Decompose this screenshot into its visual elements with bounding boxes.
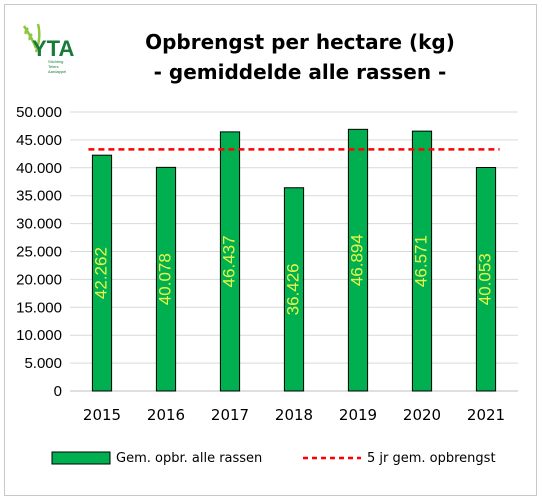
- data-labels: 42.262 40.078 46.437 36.426 46.894 46.571 40.0…: [91, 234, 494, 315]
- y-tick-label: 40.000: [16, 160, 62, 177]
- logo-subtext-3: Aardappel: [48, 69, 66, 74]
- x-tick-label: 2018: [275, 406, 313, 424]
- yta-logo: YTA Stichting Telers Aardappel: [22, 23, 74, 74]
- bar-2017: [219, 131, 241, 392]
- x-tick-label: 2019: [339, 406, 377, 424]
- y-tick-label: 30.000: [16, 216, 62, 233]
- logo-subtext-2: Telers: [48, 64, 59, 69]
- bar-2019: [347, 128, 369, 392]
- y-tick-label: 0: [54, 383, 62, 400]
- logo-subtext-1: Stichting: [48, 59, 63, 64]
- legend: Gem. opbr. alle rassen 5 jr gem. opbreng…: [51, 451, 496, 466]
- chart-title-line-1: Opbrengst per hectare (kg): [145, 30, 455, 54]
- data-label-2019: 46.894: [347, 234, 366, 286]
- data-label-2015: 42.262: [91, 247, 110, 299]
- legend-bar-swatch: [51, 451, 111, 465]
- bar-2018: [283, 187, 305, 392]
- y-tick-label: 45.000: [16, 132, 62, 149]
- bar-2016: [155, 166, 177, 392]
- y-tick-label: 35.000: [16, 188, 62, 205]
- x-tick-label: 2017: [211, 406, 249, 424]
- y-tick-label: 5.000: [24, 355, 62, 372]
- y-tick-label: 10.000: [16, 327, 62, 344]
- data-label-2020: 46.571: [411, 235, 430, 287]
- data-label-2016: 40.078: [155, 253, 174, 305]
- y-tick-label: 15.000: [16, 299, 62, 316]
- legend-line-label: 5 jr gem. opbrengst: [367, 451, 496, 466]
- bar-2015: [91, 154, 113, 392]
- y-tick-label: 25.000: [16, 244, 62, 261]
- data-label-2021: 40.053: [475, 253, 494, 305]
- logo-letters: YTA: [32, 36, 74, 61]
- x-tick-label: 2016: [147, 406, 185, 424]
- y-tick-label: 20.000: [16, 271, 62, 288]
- y-tick-label: 50.000: [16, 104, 62, 121]
- y-axis-ticks: 0 5.000 10.000 15.000 20.000 25.000 30.000 35.0…: [16, 104, 62, 400]
- bar-2020: [411, 130, 433, 392]
- data-label-2017: 46.437: [219, 235, 238, 287]
- x-tick-label: 2020: [403, 406, 441, 424]
- x-axis-ticks: 2015 2016 2017 2018 2019 2020 2021: [83, 406, 505, 424]
- x-tick-label: 2021: [467, 406, 505, 424]
- bar-2021: [475, 167, 497, 392]
- legend-bar-label: Gem. opbr. alle rassen: [116, 451, 262, 466]
- chart-title-line-2: - gemiddelde alle rassen -: [153, 60, 447, 84]
- logo-wheat-icon: [22, 23, 41, 53]
- data-label-2018: 36.426: [283, 263, 302, 315]
- x-tick-label: 2015: [83, 406, 121, 424]
- bars: [91, 128, 497, 392]
